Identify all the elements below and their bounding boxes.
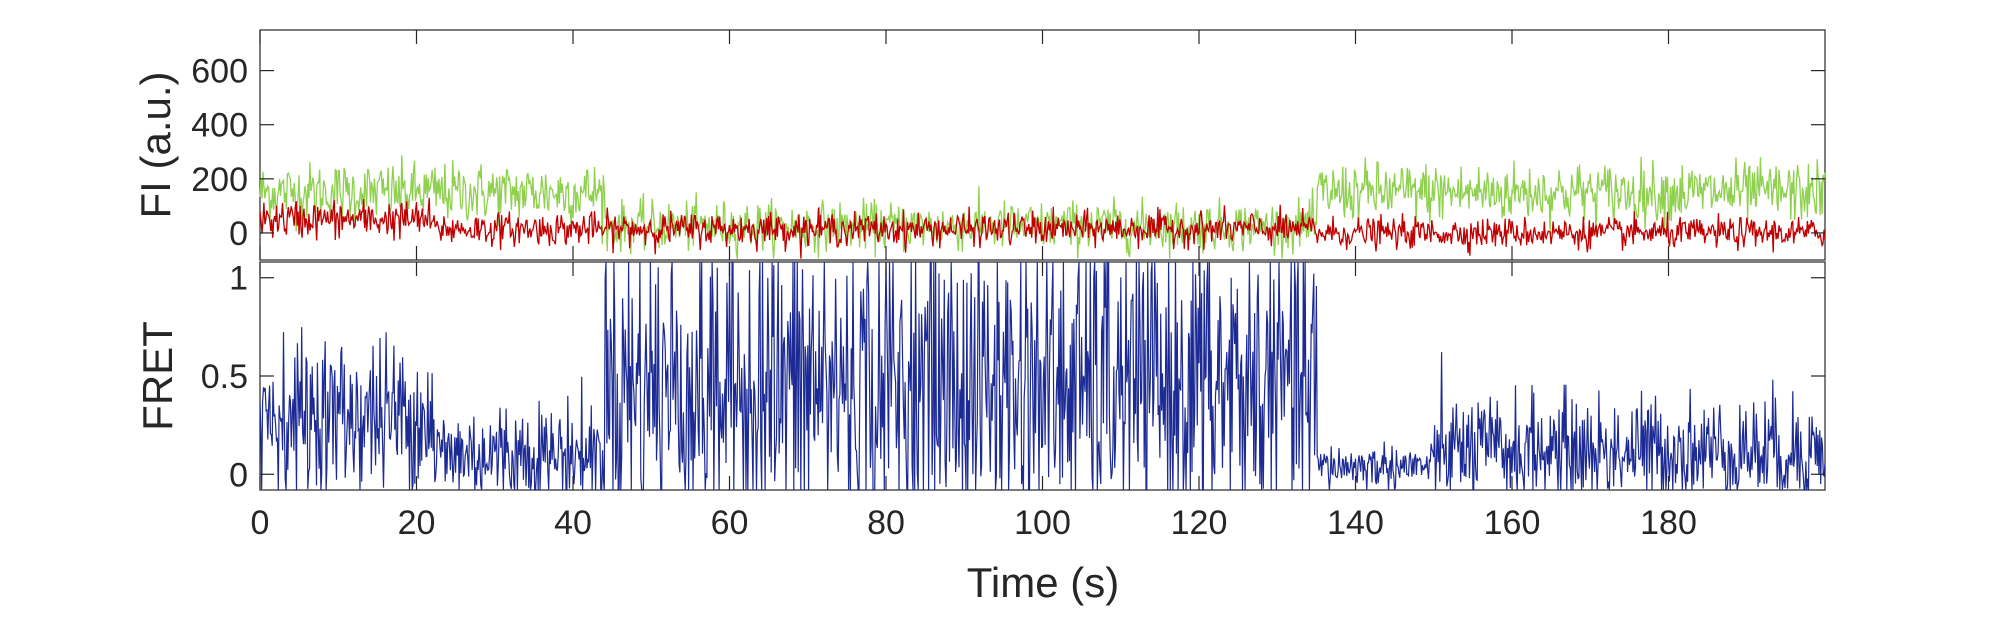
intensity-y-ticks: 0 200 400 600 xyxy=(191,53,1825,253)
time-x-tick-label: 180 xyxy=(1640,504,1697,542)
time-x-tick-label: 40 xyxy=(554,504,592,542)
fret-y-tick-label: 0.5 xyxy=(201,358,248,396)
intensity-y-tick-label: 400 xyxy=(191,107,248,145)
fret-y-tick-label: 1 xyxy=(229,260,248,298)
time-x-tick-label: 0 xyxy=(251,504,270,542)
time-x-tick-label: 160 xyxy=(1484,504,1541,542)
time-x-tick-label: 60 xyxy=(711,504,749,542)
intensity-y-axis-label: FI (a.u.) xyxy=(132,71,179,218)
time-x-tick-label: 120 xyxy=(1171,504,1228,542)
intensity-y-tick-label: 200 xyxy=(191,161,248,199)
intensity-y-tick-label: 600 xyxy=(191,53,248,91)
time-x-ticks: 0 20 40 60 80 100 120 140 160 180 xyxy=(251,30,1697,542)
time-x-tick-label: 140 xyxy=(1327,504,1384,542)
fret-panel: 00.51 0 20 40 60 80 100 120 140 160 180 FRET Time… xyxy=(134,30,1826,606)
fret-y-axis-label: FRET xyxy=(134,321,181,431)
fret-efficiency-line xyxy=(259,261,1826,491)
intensity-panel: 0 200 400 600 FI (a.u.) xyxy=(132,29,1826,261)
intensity-series-group xyxy=(259,155,1826,259)
fret-y-ticks: 00.51 xyxy=(201,260,1825,494)
time-x-tick-label: 20 xyxy=(398,504,436,542)
time-x-tick-label: 100 xyxy=(1014,504,1071,542)
time-x-axis-label: Time (s) xyxy=(967,559,1119,606)
intensity-y-tick-label: 0 xyxy=(229,215,248,253)
fret-series-group xyxy=(259,261,1826,491)
donor-intensity-line xyxy=(259,197,1826,259)
time-x-tick-label: 80 xyxy=(867,504,905,542)
fret-y-tick-label: 0 xyxy=(229,456,248,494)
